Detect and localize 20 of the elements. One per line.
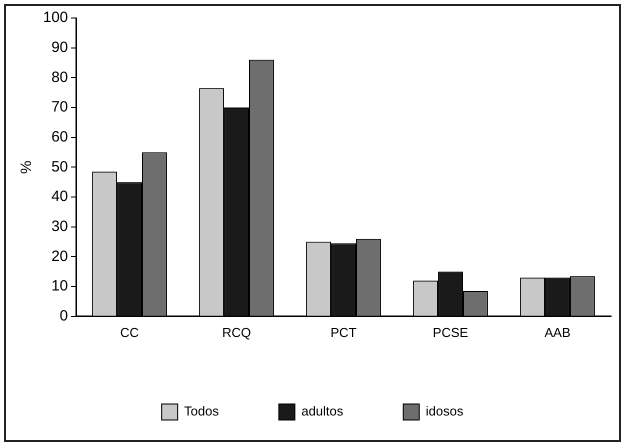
x-tick-label: AAB bbox=[544, 324, 571, 340]
y-tick-label: 70 bbox=[51, 98, 68, 116]
y-tick-label: 0 bbox=[60, 308, 68, 325]
y-axis-title: % bbox=[18, 160, 36, 174]
x-tick-label: PCSE bbox=[432, 324, 469, 340]
y-tick-label: 60 bbox=[51, 128, 68, 146]
x-tick-label: CC bbox=[120, 324, 139, 340]
y-tick-label: 40 bbox=[51, 188, 68, 206]
x-tick-label: RCQ bbox=[222, 324, 251, 340]
y-tick-label: 50 bbox=[51, 158, 68, 176]
y-tick-label: 20 bbox=[51, 248, 68, 265]
y-tick-label: 100 bbox=[42, 9, 68, 26]
legend-label: Todos bbox=[184, 404, 220, 419]
y-tick-label: 80 bbox=[51, 68, 68, 86]
y-tick-label: 30 bbox=[51, 218, 68, 236]
x-tick-label: PCT bbox=[330, 324, 357, 340]
y-tick-label: 90 bbox=[51, 38, 68, 56]
legend-label: adultos bbox=[301, 404, 344, 419]
y-tick-label: 10 bbox=[51, 278, 68, 295]
legend-label: idosos bbox=[426, 404, 464, 419]
